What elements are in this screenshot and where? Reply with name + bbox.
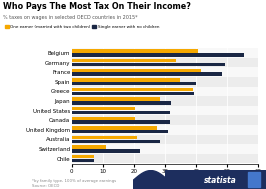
Text: % taxes on wages in selected OECD countries in 2015*: % taxes on wages in selected OECD countr… xyxy=(3,15,137,20)
Bar xyxy=(72,101,171,105)
Text: Who Pays The Most Tax On Their Income?: Who Pays The Most Tax On Their Income? xyxy=(3,2,190,11)
Bar xyxy=(69,154,266,163)
Bar xyxy=(72,107,135,110)
Bar xyxy=(72,82,196,85)
Bar xyxy=(72,78,180,82)
Bar xyxy=(69,87,266,96)
Text: *by family type, 100% of average earnings
Source: OECD: *by family type, 100% of average earning… xyxy=(32,179,116,188)
Bar xyxy=(72,140,160,143)
Bar xyxy=(69,115,266,125)
Bar xyxy=(72,136,137,139)
Bar xyxy=(72,59,176,62)
Bar xyxy=(72,88,193,91)
Bar xyxy=(72,98,160,101)
Bar xyxy=(72,149,140,153)
Bar xyxy=(72,63,225,66)
Bar xyxy=(72,111,170,114)
Bar xyxy=(72,117,135,120)
Bar xyxy=(69,67,266,77)
Bar xyxy=(72,130,168,133)
Bar xyxy=(69,48,266,58)
Bar xyxy=(72,146,106,149)
Bar xyxy=(72,53,244,57)
Bar xyxy=(72,121,170,124)
Bar xyxy=(69,106,266,115)
FancyBboxPatch shape xyxy=(248,172,260,187)
Bar xyxy=(69,58,266,67)
Bar xyxy=(72,72,222,76)
Bar xyxy=(72,69,201,72)
Bar xyxy=(69,125,266,135)
Legend: One earner (married with two children), Single earner with no children: One earner (married with two children), … xyxy=(5,25,159,29)
Bar xyxy=(72,159,94,162)
Bar xyxy=(72,126,157,130)
Bar xyxy=(69,96,266,106)
Bar xyxy=(69,144,266,154)
Bar xyxy=(69,77,266,87)
Bar xyxy=(72,49,197,53)
Bar xyxy=(69,135,266,144)
Text: statista: statista xyxy=(204,176,237,185)
Bar xyxy=(72,92,194,95)
Bar xyxy=(72,155,94,158)
